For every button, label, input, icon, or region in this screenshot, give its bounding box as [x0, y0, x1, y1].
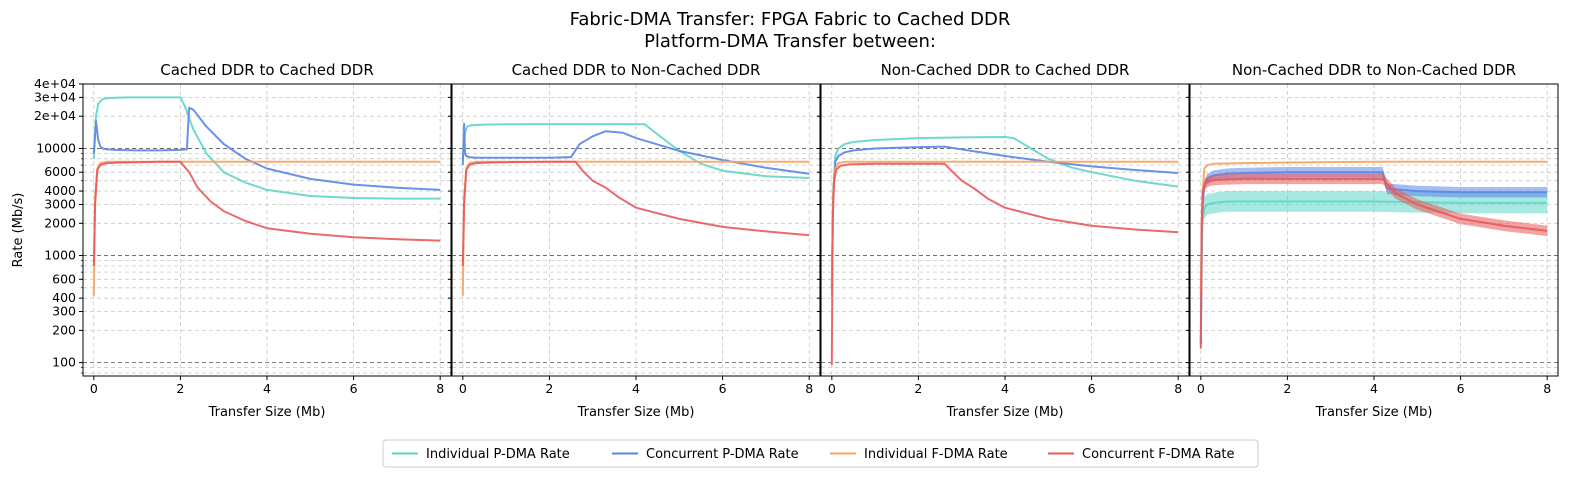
y-tick-label: 3000: [44, 196, 76, 211]
y-tick-label: 600: [52, 271, 76, 286]
x-axis-label: Transfer Size (Mb): [1315, 405, 1433, 420]
x-tick-label: 0: [828, 381, 836, 396]
x-tick-label: 8: [436, 381, 444, 396]
y-tick-label: 100: [52, 355, 76, 370]
x-tick-label: 8: [1543, 381, 1551, 396]
x-tick-label: 4: [263, 381, 271, 396]
figure-title-line1: Fabric-DMA Transfer: FPGA Fabric to Cach…: [570, 9, 1011, 30]
series-line: [832, 164, 1178, 365]
x-tick-label: 0: [459, 381, 467, 396]
x-tick-label: 6: [1088, 381, 1096, 396]
x-tick-label: 4: [1001, 381, 1009, 396]
x-tick-label: 4: [1370, 381, 1378, 396]
x-tick-label: 2: [914, 381, 922, 396]
subplot-2: 0 2 4 6 8 Cached DDR to Non-Cached DDR Transfe…: [448, 61, 820, 420]
y-tick-label: 10000: [36, 140, 76, 155]
subplot-title: Cached DDR to Non-Cached DDR: [512, 61, 761, 79]
subplot-3: 0 2 4 6 8 Non-Cached DDR to Cached DDR Transfe…: [817, 61, 1189, 420]
x-tick-label: 6: [350, 381, 358, 396]
figure-title-line2: Platform-DMA Transfer between:: [644, 31, 936, 52]
x-tick-label: 4: [632, 381, 640, 396]
x-tick-label: 6: [1457, 381, 1465, 396]
subplot-title: Non-Cached DDR to Cached DDR: [881, 61, 1130, 79]
x-axis-label: Transfer Size (Mb): [946, 405, 1064, 420]
y-tick-label: 2e+04: [34, 108, 76, 123]
x-tick-label: 2: [176, 381, 184, 396]
x-tick-label: 2: [1283, 381, 1291, 396]
y-tick-label: 3e+04: [34, 89, 76, 104]
legend: Individual P-DMA Rate Concurrent P-DMA Ra…: [383, 440, 1258, 467]
legend-label: Individual F-DMA Rate: [864, 447, 1008, 462]
x-tick-label: 6: [719, 381, 727, 396]
y-tick-label: 400: [52, 290, 76, 305]
x-tick-label: 2: [545, 381, 553, 396]
x-axis-label: Transfer Size (Mb): [208, 405, 326, 420]
subplot-title: Cached DDR to Cached DDR: [160, 61, 374, 79]
y-tick-label: 200: [52, 322, 76, 337]
x-tick-label: 0: [90, 381, 98, 396]
y-tick-label: 4e+04: [34, 76, 76, 91]
legend-label: Concurrent F-DMA Rate: [1082, 447, 1235, 462]
x-axis-label: Transfer Size (Mb): [577, 405, 695, 420]
legend-label: Individual P-DMA Rate: [426, 447, 570, 462]
subplot-title: Non-Cached DDR to Non-Cached DDR: [1232, 61, 1516, 79]
x-tick-label: 8: [805, 381, 813, 396]
x-tick-label: 0: [1197, 381, 1205, 396]
legend-label: Concurrent P-DMA Rate: [646, 447, 799, 462]
y-tick-label: 300: [52, 304, 76, 319]
y-axis-label: Rate (Mb/s): [11, 193, 26, 268]
y-tick-label: 4000: [44, 183, 76, 198]
y-tick-label: 6000: [44, 164, 76, 179]
y-tick-label: 2000: [44, 215, 76, 230]
subplot-4: 0 2 4 6 8 Non-Cached DDR to Non-Cached DDR Tra…: [1186, 61, 1558, 420]
y-tick-label: 1000: [44, 248, 76, 263]
subplots: 0 2 4 6 810020030040060010002000300040006000…: [34, 61, 1558, 420]
x-tick-label: 8: [1174, 381, 1182, 396]
